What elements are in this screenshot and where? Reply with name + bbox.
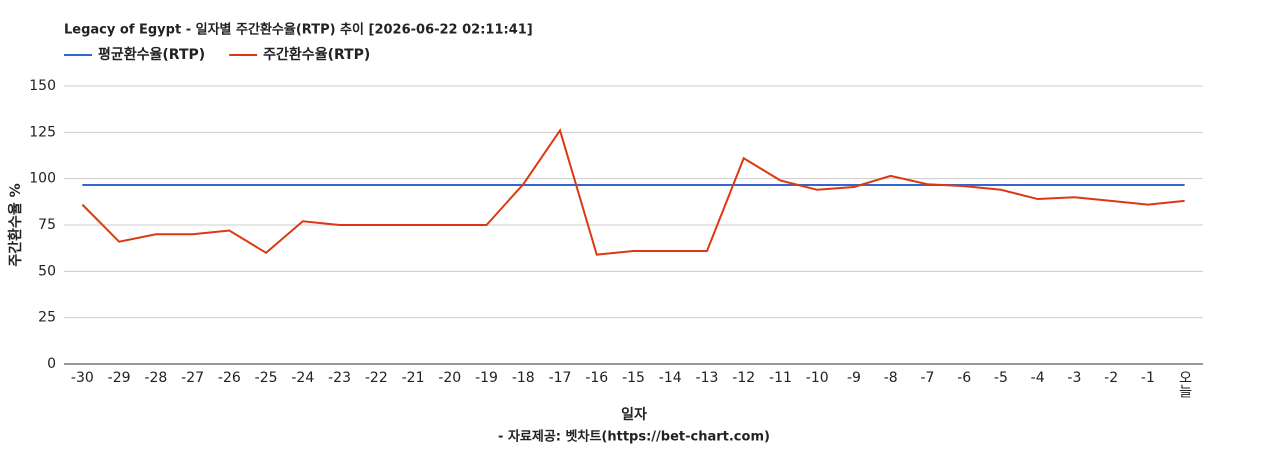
x-tick-label: -5 <box>994 370 1008 386</box>
x-tick-label: -24 <box>291 370 314 386</box>
x-tick-label: -3 <box>1067 370 1081 386</box>
x-tick-label: -4 <box>1031 370 1045 386</box>
x-tick-label: -16 <box>585 370 608 386</box>
x-tick-label: 오늘 <box>1177 370 1193 398</box>
legend-label: 평균환수율(RTP) <box>98 46 205 63</box>
x-tick-label: -28 <box>144 370 167 386</box>
x-tick-label: -9 <box>847 370 861 386</box>
x-tick-label: -22 <box>365 370 388 386</box>
y-axis-label: 주간환수율 % <box>7 183 24 266</box>
x-tick-label: -7 <box>920 370 934 386</box>
x-tick-label: -13 <box>696 370 719 386</box>
source-note: - 자료제공: 벳차트(https://bet-chart.com) <box>498 429 770 445</box>
y-tick-label: 25 <box>38 310 56 326</box>
x-tick-label: -11 <box>769 370 792 386</box>
x-tick-label: -26 <box>218 370 241 386</box>
x-tick-label: -10 <box>806 370 829 386</box>
x-tick-label: -23 <box>328 370 351 386</box>
x-tick-label: -12 <box>732 370 755 386</box>
x-tick-label: -27 <box>181 370 204 386</box>
y-tick-label: 75 <box>38 217 56 233</box>
legend-label: 주간환수율(RTP) <box>263 46 370 63</box>
y-tick-label: 50 <box>38 263 56 279</box>
x-axis-label: 일자 <box>621 407 647 423</box>
y-tick-label: 100 <box>29 171 56 187</box>
x-tick-label: -8 <box>884 370 898 386</box>
x-tick-label: -25 <box>255 370 278 386</box>
x-tick-label: -21 <box>402 370 425 386</box>
chart-title: Legacy of Egypt - 일자별 주간환수율(RTP) 추이 [202… <box>64 22 533 38</box>
y-tick-label: 0 <box>47 356 56 372</box>
y-tick-label: 150 <box>29 78 56 94</box>
x-tick-label: -15 <box>622 370 645 386</box>
data-line <box>81 128 1185 256</box>
x-tick-label: -6 <box>957 370 971 386</box>
x-tick-label: -1 <box>1141 370 1155 386</box>
x-tick-label: -18 <box>512 370 535 386</box>
y-tick-label: 125 <box>29 124 56 140</box>
x-tick-label: -2 <box>1104 370 1118 386</box>
x-tick-label: -20 <box>438 370 461 386</box>
x-tick-label: -17 <box>549 370 572 386</box>
x-tick-label: -30 <box>71 370 94 386</box>
x-tick-label: -19 <box>475 370 498 386</box>
x-tick-label: -14 <box>659 370 682 386</box>
x-tick-label: -29 <box>108 370 131 386</box>
